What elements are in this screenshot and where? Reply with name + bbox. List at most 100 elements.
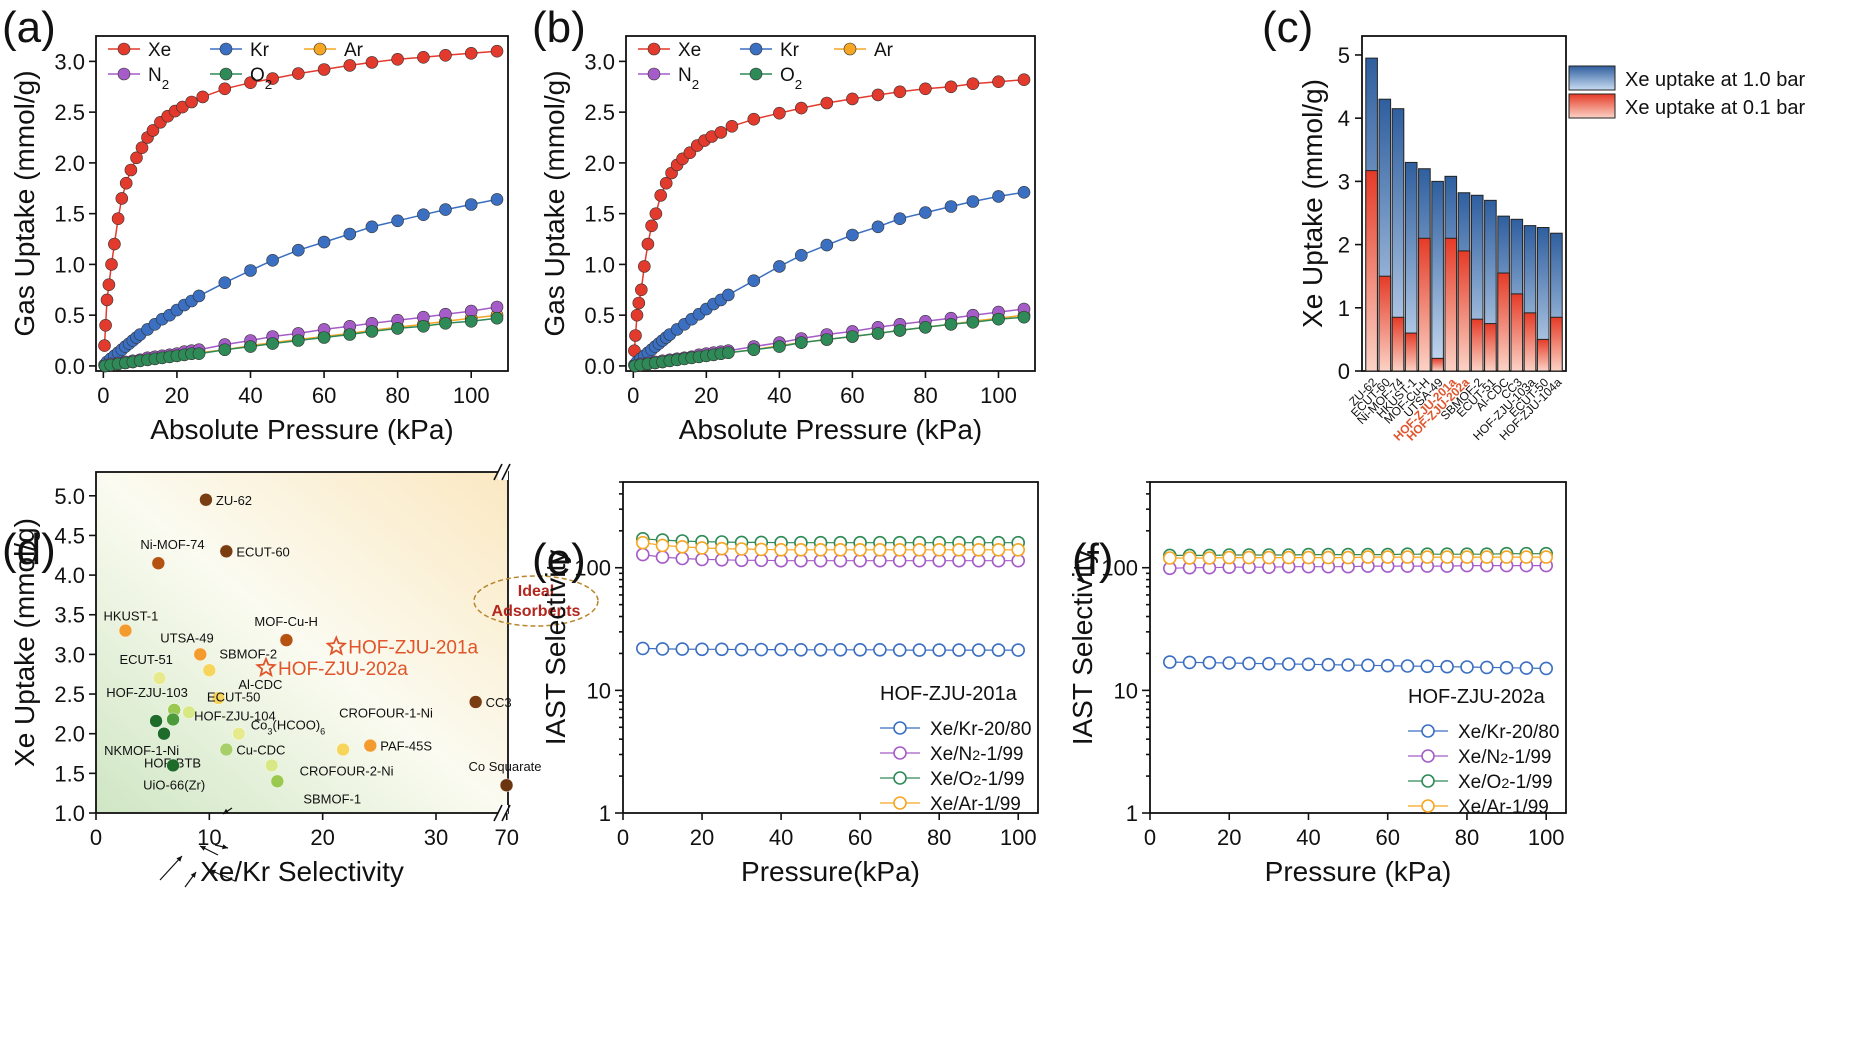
x-tick-label: 0: [90, 825, 102, 850]
y-tick-label: 3.0: [584, 49, 615, 74]
data-point: [1420, 550, 1435, 564]
data-point: [794, 101, 808, 115]
data-point: [747, 343, 761, 357]
data-point: [952, 643, 966, 657]
data-point: [1361, 658, 1375, 673]
data-point: [932, 643, 947, 657]
legend-marker: [893, 721, 907, 735]
y-tick-label: 1: [599, 801, 611, 826]
scatter-point: [270, 774, 285, 789]
y-tick-label: 1.5: [54, 761, 85, 786]
data-point: [714, 552, 729, 567]
data-point: [966, 195, 980, 208]
legend-entry: Xe/O2-1/99: [930, 769, 1025, 790]
bar-01bar: [1378, 275, 1392, 372]
y-tick-label: 4: [1338, 106, 1350, 131]
data-point: [655, 538, 670, 553]
plot-frame: [625, 35, 1036, 372]
plot-frame: [622, 481, 1039, 814]
x-tick-label: 20: [694, 383, 718, 408]
bar-01bar: [1510, 293, 1524, 372]
data-point: [734, 642, 749, 657]
data-point: [490, 44, 504, 58]
ideal-label: Ideal: [518, 583, 554, 600]
data-point: [695, 642, 709, 657]
data-point: [871, 327, 885, 340]
point-label: Ni-MOF-74: [140, 537, 204, 552]
scatter-point: [199, 493, 213, 507]
data-point: [185, 95, 198, 109]
data-point: [659, 176, 673, 190]
panel-label: (a): [2, 3, 56, 52]
y-tick-label: 2.5: [54, 682, 85, 707]
y-tick-label: 5.0: [54, 484, 85, 509]
x-tick-label: 80: [1455, 825, 1479, 850]
data-point: [1460, 550, 1474, 564]
legend-entry: N2: [678, 65, 699, 92]
data-point: [871, 220, 885, 234]
bar-01bar: [1431, 357, 1444, 372]
legend-marker: [117, 67, 131, 81]
legend-entry: Ar: [344, 40, 364, 61]
data-point: [244, 340, 257, 353]
y-tick-label: 4.5: [54, 523, 85, 548]
y-tick-label: 1.5: [584, 202, 615, 227]
axis-break-gap: [498, 805, 508, 821]
data-point: [773, 340, 786, 353]
scatter-point: [193, 647, 208, 662]
data-point: [99, 318, 112, 332]
data-point: [714, 642, 729, 657]
data-point: [1182, 551, 1197, 565]
point-label: HOF-ZJU-201a: [348, 637, 478, 658]
data-point: [893, 212, 907, 225]
data-point: [1222, 656, 1236, 670]
data-point: [365, 56, 379, 69]
point-label: CROFOUR-2-Ni: [300, 763, 394, 778]
data-point: [721, 346, 735, 360]
data-point: [192, 347, 206, 361]
data-point: [1222, 550, 1236, 565]
data-point: [439, 48, 452, 62]
data-point: [1182, 655, 1197, 670]
data-point: [774, 542, 788, 557]
pointer-arrowhead: [223, 808, 229, 814]
data-point: [1017, 310, 1031, 324]
y-tick-label: 3.0: [54, 49, 85, 74]
point-label: ECUT-51: [119, 652, 172, 667]
x-tick-label: 60: [840, 383, 864, 408]
data-point: [846, 330, 859, 343]
x-tick-label: 20: [310, 825, 334, 850]
data-point: [291, 67, 305, 80]
scatter-point: [279, 633, 294, 647]
data-point: [1361, 550, 1375, 564]
y-tick-label: 2.0: [54, 722, 85, 747]
legend-marker: [843, 42, 857, 56]
point-label: NKMOF-1-Ni: [104, 743, 179, 758]
x-tick-label: 100: [980, 383, 1017, 408]
data-point: [1011, 643, 1026, 657]
data-point: [641, 237, 655, 251]
data-point: [813, 542, 828, 557]
legend-marker: [219, 67, 233, 81]
legend-marker: [647, 42, 661, 56]
data-point: [317, 63, 331, 76]
scatter-point: [219, 742, 234, 757]
data-point: [1519, 550, 1534, 564]
data-point: [637, 260, 651, 273]
pointer-arrowhead: [222, 844, 228, 850]
scatter-point: [149, 714, 163, 728]
scatter-point: [152, 671, 167, 685]
data-point: [1163, 551, 1177, 565]
data-point: [919, 206, 932, 219]
legend-marker: [1421, 799, 1435, 813]
legend-entry: Kr: [780, 40, 800, 61]
data-point: [912, 542, 927, 557]
data-point: [365, 325, 379, 338]
y-tick-label: 0.5: [584, 303, 615, 328]
scatter-point: [211, 691, 226, 705]
data-point: [892, 542, 907, 557]
y-tick-label: 2.0: [54, 151, 85, 176]
legend-marker: [117, 42, 131, 56]
data-point: [944, 80, 958, 94]
data-point: [218, 82, 232, 96]
